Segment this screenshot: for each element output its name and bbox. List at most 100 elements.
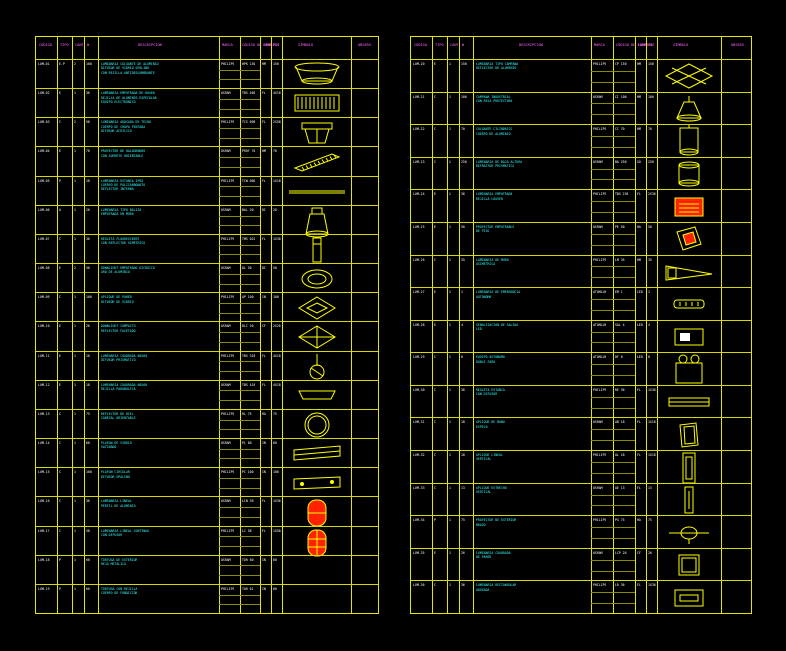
item-power: 4X18: [273, 353, 281, 358]
item-brand: OSRAM: [593, 485, 603, 490]
item-lamp: FL: [262, 528, 266, 533]
luminaire-symbol-icon: [290, 473, 344, 493]
item-power: 4: [648, 322, 650, 327]
item-watts: 18: [86, 353, 90, 358]
item-model: TBS 418: [242, 382, 256, 387]
item-model: AB 18: [615, 420, 625, 425]
item-description-line: TORTUGA DE EXTERIOR: [101, 557, 138, 562]
table-row: LUM-08 E 2 50 DOWNLIGHT EMPOTRADO DICROICO AR…: [36, 263, 378, 293]
table-row: LUM-16 C 1 36 LUMINARIA LINEAL PERFIL DE ALUM…: [36, 496, 378, 527]
item-qty: 1: [449, 127, 451, 132]
table-row: LUM-26 C 1 35 LUMINARIA DE MURO ASIMÉTRICA PHI…: [411, 254, 751, 289]
item-description-line: REFLECTOR DE ALUMINIO: [476, 66, 517, 71]
item-description-line: LUMINARIA LINEAL: [101, 499, 132, 504]
item-code: LUM-21: [413, 94, 425, 99]
table-row: LUM-30 C 1 36 REGLETA ESTANCA CON DIFUSOR PHIL…: [411, 384, 751, 419]
table-row: LUM-19 P 1 60 TORTUGA CON REJILLA CUERPO DE F…: [36, 583, 378, 614]
luminaire-symbol-icon: [674, 94, 704, 124]
table-row: LUM-18 P 1 60 TORTUGA DE EXTERIOR REJA METÁLI…: [36, 554, 378, 585]
item-type: C: [59, 236, 61, 241]
item-model: RE 36: [615, 387, 625, 392]
item-watts: 18: [461, 453, 465, 458]
item-qty: 1: [449, 257, 451, 262]
luminaire-symbol-icon: [680, 485, 698, 515]
header-symbol: SÍMBOLO: [673, 43, 689, 47]
item-brand: OSRAM: [221, 266, 231, 271]
item-watts: 150: [461, 62, 467, 66]
item-code: LUM-15: [38, 470, 50, 475]
table-row: LUM-25 E 1 50 PROYECTOR EMPOTRABLE DE PISO OSR…: [411, 221, 751, 256]
item-qty: 1: [449, 62, 451, 66]
table-row: LUM-13 C 1 75 REFLECTOR DE RIEL CABEZAL ORIEN…: [36, 408, 378, 439]
item-description-line: DOWNLIGHT COMPACTO: [101, 324, 136, 329]
table-row: LUM-34 P 1 75 PROYECTOR DE EXTERIOR BRAZO PHIL…: [411, 515, 751, 549]
item-description-line: DOWNLIGHT EMPOTRADO DICROICO: [101, 266, 155, 271]
item-watts: 70: [461, 127, 465, 132]
item-model: TMS 022: [242, 236, 256, 241]
header-type: TIPO: [60, 43, 69, 47]
item-brand: OSRAM: [593, 550, 603, 555]
header-brand: MARCA: [222, 43, 233, 47]
luminaire-symbol-icon: [667, 395, 711, 409]
item-power: 250: [648, 159, 654, 164]
item-lamp: LED: [637, 322, 643, 327]
item-power: 100: [273, 295, 279, 300]
item-description-line: EMPOTRADA EN MURO: [101, 212, 134, 217]
table-row: LUM-03 C 2 58 LUMINARIA ADOSADA DE TECHO CUER…: [36, 117, 378, 147]
item-description-line: DIFUSOR DE VIDRIO: [101, 299, 134, 304]
item-watts: 36: [461, 387, 465, 392]
item-qty: 1: [74, 353, 76, 358]
item-description-line: CUERPO DE FUNDICIÓN: [101, 591, 138, 596]
item-qty: 1: [74, 557, 76, 562]
item-description-line: PROYECTOR EMPOTRABLE: [476, 224, 515, 229]
item-code: LUM-22: [413, 127, 425, 132]
item-brand: OSRAM: [221, 557, 231, 562]
item-power: 100: [273, 470, 279, 475]
item-description-line: APLIQUE ESTRECHO: [476, 485, 507, 490]
item-power: 150: [273, 62, 279, 66]
item-watts: 26: [461, 550, 465, 555]
item-model: HPK 150: [242, 62, 256, 66]
luminaire-symbol-icon: [297, 387, 337, 403]
item-code: LUM-02: [38, 91, 50, 96]
item-brand: PHILIPS: [221, 470, 235, 475]
item-description-line: DIFUSOR ACRÍLICO: [101, 129, 132, 134]
luminaire-symbol-icon: [672, 353, 706, 387]
item-code: LUM-26: [413, 257, 425, 262]
item-brand: PHILIPS: [593, 192, 607, 197]
item-code: LUM-27: [413, 290, 425, 295]
item-model: TOR 61: [242, 586, 254, 591]
table-row: LUM-07 C 1 36 REGLETA FLUORESCENTE CON REFLEC…: [36, 233, 378, 264]
item-power: 100: [648, 94, 654, 99]
luminaire-symbol-icon: [672, 326, 706, 348]
table-row: LUM-23 C 1 250 LUMINARIA DE BAJA ALTURA REFRA…: [411, 156, 751, 191]
item-brand: ATOMLUX: [593, 290, 607, 295]
item-code: LUM-06: [38, 207, 50, 212]
item-brand: ATOMLUX: [593, 355, 607, 360]
item-model: RL 75: [242, 411, 252, 416]
item-code: LUM-23: [413, 159, 425, 164]
item-power: 2X36: [648, 192, 656, 197]
item-model: DL 50: [242, 266, 252, 271]
luminaire-symbol-icon: [671, 195, 707, 219]
item-qty: 2: [74, 266, 76, 271]
item-model: CC 70: [615, 127, 625, 132]
luminaire-symbol-icon: [287, 186, 347, 196]
item-lamp: FL: [262, 178, 266, 183]
item-brand: PHILIPS: [221, 353, 235, 358]
item-qty: 1: [74, 499, 76, 504]
item-power: 1X18: [273, 178, 281, 183]
item-lamp: LED: [637, 355, 643, 360]
item-description-line: LUMINARIA DE BAJA ALTURA: [476, 159, 523, 164]
item-qty: 1: [449, 583, 451, 588]
item-code: LUM-01: [38, 62, 50, 66]
item-type: C: [59, 499, 61, 504]
item-brand: PHILIPS: [593, 127, 607, 132]
item-description-line: EQUIPO AUTÓNOMO: [476, 355, 505, 360]
item-type: C: [59, 528, 61, 533]
header-brand: MARCA: [594, 43, 605, 47]
item-power: 2X26: [273, 324, 281, 329]
item-watts: 8: [461, 355, 463, 360]
item-lamp: IN: [262, 557, 266, 562]
item-code: LUM-31: [413, 420, 425, 425]
